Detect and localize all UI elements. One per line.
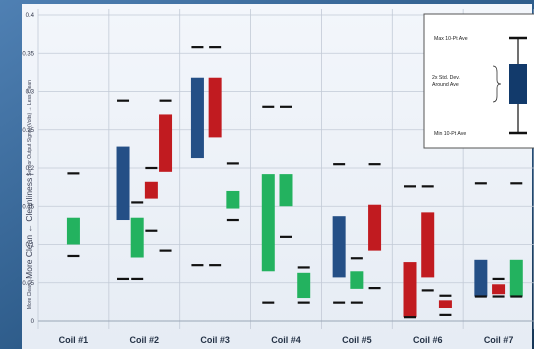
data-marks (66, 46, 523, 319)
y-tick-label: 0.3 (26, 90, 35, 96)
box-red (208, 46, 222, 267)
y-tick-label: 0.2 (26, 166, 35, 172)
legend: Max 10-Pt Ave 2x Std. Dev. Around Ave Mi… (423, 13, 534, 149)
x-tick-label: Coil #3 (200, 335, 230, 345)
y-tick-labels: 0 0.05 0.1 0.15 0.2 0.25 0.3 0.35 0.4 (22, 13, 34, 325)
box-red (403, 185, 417, 319)
box-body (261, 174, 275, 272)
box-body (438, 300, 452, 308)
legend-box-sample (509, 64, 527, 104)
y-tick-label: 0 (31, 319, 35, 325)
box-green (350, 257, 364, 304)
box-red (159, 99, 173, 252)
box-body (332, 216, 346, 278)
x-tick-label: Coil #6 (413, 335, 443, 345)
x-tick-labels: Coil #1 Coil #2 Coil #3 Coil #4 Coil #5 Coil … (59, 335, 514, 345)
box-body (66, 217, 80, 245)
x-tick-label: Coil #7 (484, 335, 514, 345)
box-red (438, 294, 452, 316)
y-label-top: Sensor Output Signal (Volts) → Less Clea… (27, 80, 33, 176)
box-green (297, 266, 311, 304)
x-tick-label: Coil #5 (342, 335, 372, 345)
box-body (403, 262, 417, 318)
box-body (474, 259, 488, 297)
box-body (297, 272, 311, 299)
y-label-bottom: More Clean ← (27, 277, 33, 309)
box-blue (190, 46, 204, 267)
box-body (208, 77, 222, 138)
box-body (368, 204, 382, 251)
box-body (492, 284, 506, 295)
y-tick-label: 0.1 (26, 243, 35, 249)
x-tick-label: Coil #2 (130, 335, 160, 345)
y-axis-label: Sensor Output Signal (Volts) → Less Clea… (24, 80, 34, 309)
box-red (492, 277, 506, 298)
y-tick-label: 0.15 (22, 204, 34, 210)
box-green (261, 105, 275, 304)
box-body (130, 217, 144, 258)
legend-std-line2: Around Ave (432, 82, 459, 88)
box-red (368, 163, 382, 290)
y-tick-label: 0.35 (22, 51, 34, 57)
box-body (421, 212, 435, 278)
box-blue (332, 163, 346, 304)
box-red (144, 166, 158, 232)
box-green (66, 172, 80, 258)
legend-std-line1: 2x Std. Dev. (432, 75, 460, 81)
y-tick-label: 0.4 (26, 13, 35, 19)
box-blue (474, 182, 488, 298)
y-label-middle: More Clean ← Cleanliness | (24, 173, 34, 279)
x-tick-label: Coil #1 (59, 335, 89, 345)
box-body (350, 271, 364, 289)
box-blue (116, 99, 130, 281)
box-green (226, 162, 240, 222)
x-tick-label: Coil #4 (271, 335, 301, 345)
y-tick-label: 0.05 (22, 281, 34, 287)
box-green (130, 201, 144, 281)
box-body (190, 77, 204, 159)
box-body (144, 181, 158, 199)
legend-min-label: Min 10-Pt Ave (434, 131, 466, 137)
box-body (509, 259, 523, 297)
legend-max-label: Max 10-Pt Ave (434, 36, 468, 42)
box-green (279, 105, 293, 238)
box-body (116, 146, 130, 221)
box-body (279, 174, 293, 207)
box-green (509, 182, 523, 298)
box-body (159, 114, 173, 172)
box-body (226, 190, 240, 209)
box-red (421, 185, 435, 292)
y-tick-label: 0.25 (22, 128, 34, 134)
legend-brace (492, 65, 502, 103)
